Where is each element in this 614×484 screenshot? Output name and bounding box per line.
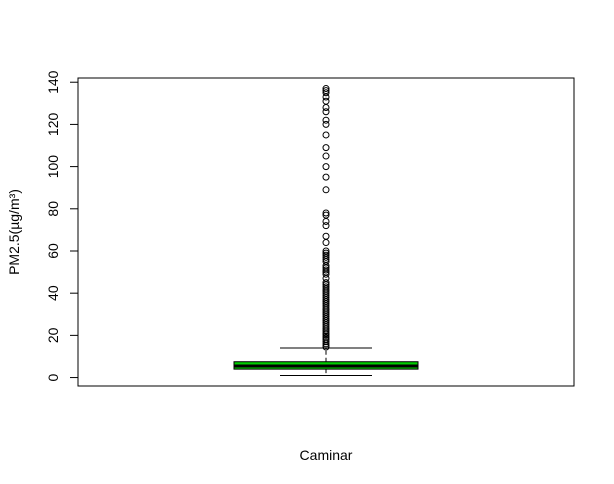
y-axis-label: PM2.5(µg/m³) bbox=[6, 189, 22, 275]
y-tick-label: 120 bbox=[45, 113, 61, 137]
y-axis: 0 20 40 60 80 100 120 140 bbox=[45, 70, 79, 381]
outlier-point bbox=[322, 85, 330, 93]
y-tick-label: 140 bbox=[45, 70, 61, 94]
y-tick-label: 0 bbox=[45, 373, 61, 381]
outlier-point bbox=[322, 97, 330, 105]
outlier-point bbox=[322, 249, 330, 257]
outlier-point bbox=[322, 217, 330, 225]
y-tick-label: 60 bbox=[45, 243, 61, 259]
outlier-point bbox=[322, 251, 330, 259]
y-tick-label: 40 bbox=[45, 285, 61, 301]
x-axis-label: Caminar bbox=[300, 447, 353, 463]
y-tick-label: 80 bbox=[45, 201, 61, 217]
outlier-point bbox=[322, 247, 330, 255]
outlier-point bbox=[322, 144, 330, 152]
y-tick-label: 20 bbox=[45, 327, 61, 343]
outlier-point bbox=[322, 279, 330, 287]
outlier-point bbox=[322, 116, 330, 124]
outlier-point bbox=[322, 283, 330, 291]
outlier-point bbox=[322, 152, 330, 160]
outlier-point bbox=[322, 186, 330, 194]
outlier-point bbox=[322, 338, 330, 346]
outlier-point bbox=[322, 163, 330, 171]
outlier-point bbox=[322, 131, 330, 139]
outlier-point bbox=[322, 87, 330, 95]
outlier-point bbox=[322, 232, 330, 240]
outlier-point bbox=[322, 222, 330, 230]
outlier-point bbox=[322, 89, 330, 97]
outlier-point bbox=[322, 120, 330, 128]
outlier-point bbox=[322, 211, 330, 219]
outlier-point bbox=[322, 239, 330, 247]
outlier-point bbox=[322, 173, 330, 181]
outlier-point bbox=[322, 108, 330, 116]
box-group bbox=[233, 347, 419, 376]
outlier-point bbox=[322, 104, 330, 112]
y-tick-label: 100 bbox=[45, 155, 61, 179]
outlier-point bbox=[322, 266, 330, 274]
outlier-points bbox=[322, 85, 330, 351]
outlier-point bbox=[322, 209, 330, 217]
